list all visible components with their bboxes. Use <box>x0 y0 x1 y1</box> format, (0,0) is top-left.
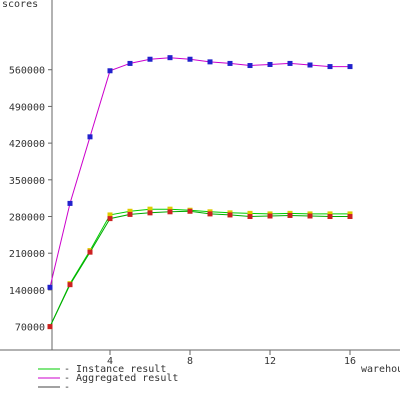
y-tick-label: 350000 <box>9 176 45 187</box>
legend-label: - <box>64 382 70 393</box>
data-point <box>227 212 233 218</box>
data-point <box>247 210 253 216</box>
data-point <box>207 211 213 217</box>
y-axis-label: scores <box>2 0 38 10</box>
y-tick-label: 140000 <box>9 286 45 297</box>
series-line <box>49 210 350 327</box>
data-point <box>87 249 93 255</box>
data-point <box>287 212 293 218</box>
x-tick-label: 12 <box>264 356 276 367</box>
data-point <box>67 282 73 288</box>
data-point <box>187 56 193 62</box>
y-tick-label: 280000 <box>9 213 45 224</box>
data-point <box>247 63 253 69</box>
series-1 <box>47 206 353 330</box>
data-point <box>187 208 193 214</box>
series-line <box>49 208 350 327</box>
data-point <box>147 210 153 216</box>
x-axis-label: warehouses <box>361 364 400 375</box>
y-tick-label: 560000 <box>9 66 45 77</box>
data-point <box>167 55 173 61</box>
legend: - Instance result- Aggregated result- <box>38 364 178 393</box>
data-point <box>247 214 253 220</box>
data-point <box>227 60 233 66</box>
legend-label: - Aggregated result <box>64 373 178 384</box>
data-point <box>127 211 133 217</box>
y-ticks: 70000 140000 210000 280000 350000 420000 49000… <box>9 66 52 334</box>
x-tick-label: 4 <box>107 356 113 367</box>
data-point <box>127 208 133 214</box>
data-point <box>347 211 353 217</box>
data-point <box>327 64 333 70</box>
series-0 <box>47 55 353 290</box>
data-point <box>327 214 333 220</box>
y-tick-label: 490000 <box>9 102 45 113</box>
series <box>47 55 353 330</box>
legend-label: - Instance result <box>64 364 166 375</box>
data-point <box>207 59 213 65</box>
data-point <box>267 61 273 67</box>
data-point <box>147 206 153 212</box>
x-tick-label: 16 <box>344 356 356 367</box>
data-point <box>147 56 153 62</box>
x-tick-label: 8 <box>187 356 193 367</box>
data-point <box>287 60 293 66</box>
data-point <box>67 200 73 206</box>
data-point <box>307 62 313 68</box>
data-point <box>167 209 173 215</box>
axes: scores warehouses <box>0 0 400 375</box>
series-2 <box>47 208 353 330</box>
data-point <box>307 213 313 219</box>
data-point <box>327 211 333 217</box>
data-point <box>347 64 353 70</box>
data-point <box>107 212 113 218</box>
data-point <box>127 60 133 66</box>
data-point <box>167 206 173 212</box>
y-tick-label: 210000 <box>9 249 45 260</box>
series-line <box>49 57 350 288</box>
data-point <box>267 213 273 219</box>
data-point <box>47 324 53 330</box>
y-tick-label: 70000 <box>15 323 45 334</box>
data-point <box>107 216 113 222</box>
data-point <box>347 214 353 220</box>
x-ticks: 4 8 12 16 <box>107 350 356 367</box>
y-tick-label: 420000 <box>9 139 45 150</box>
data-point <box>107 68 113 74</box>
data-point <box>47 284 53 290</box>
data-point <box>87 134 93 140</box>
